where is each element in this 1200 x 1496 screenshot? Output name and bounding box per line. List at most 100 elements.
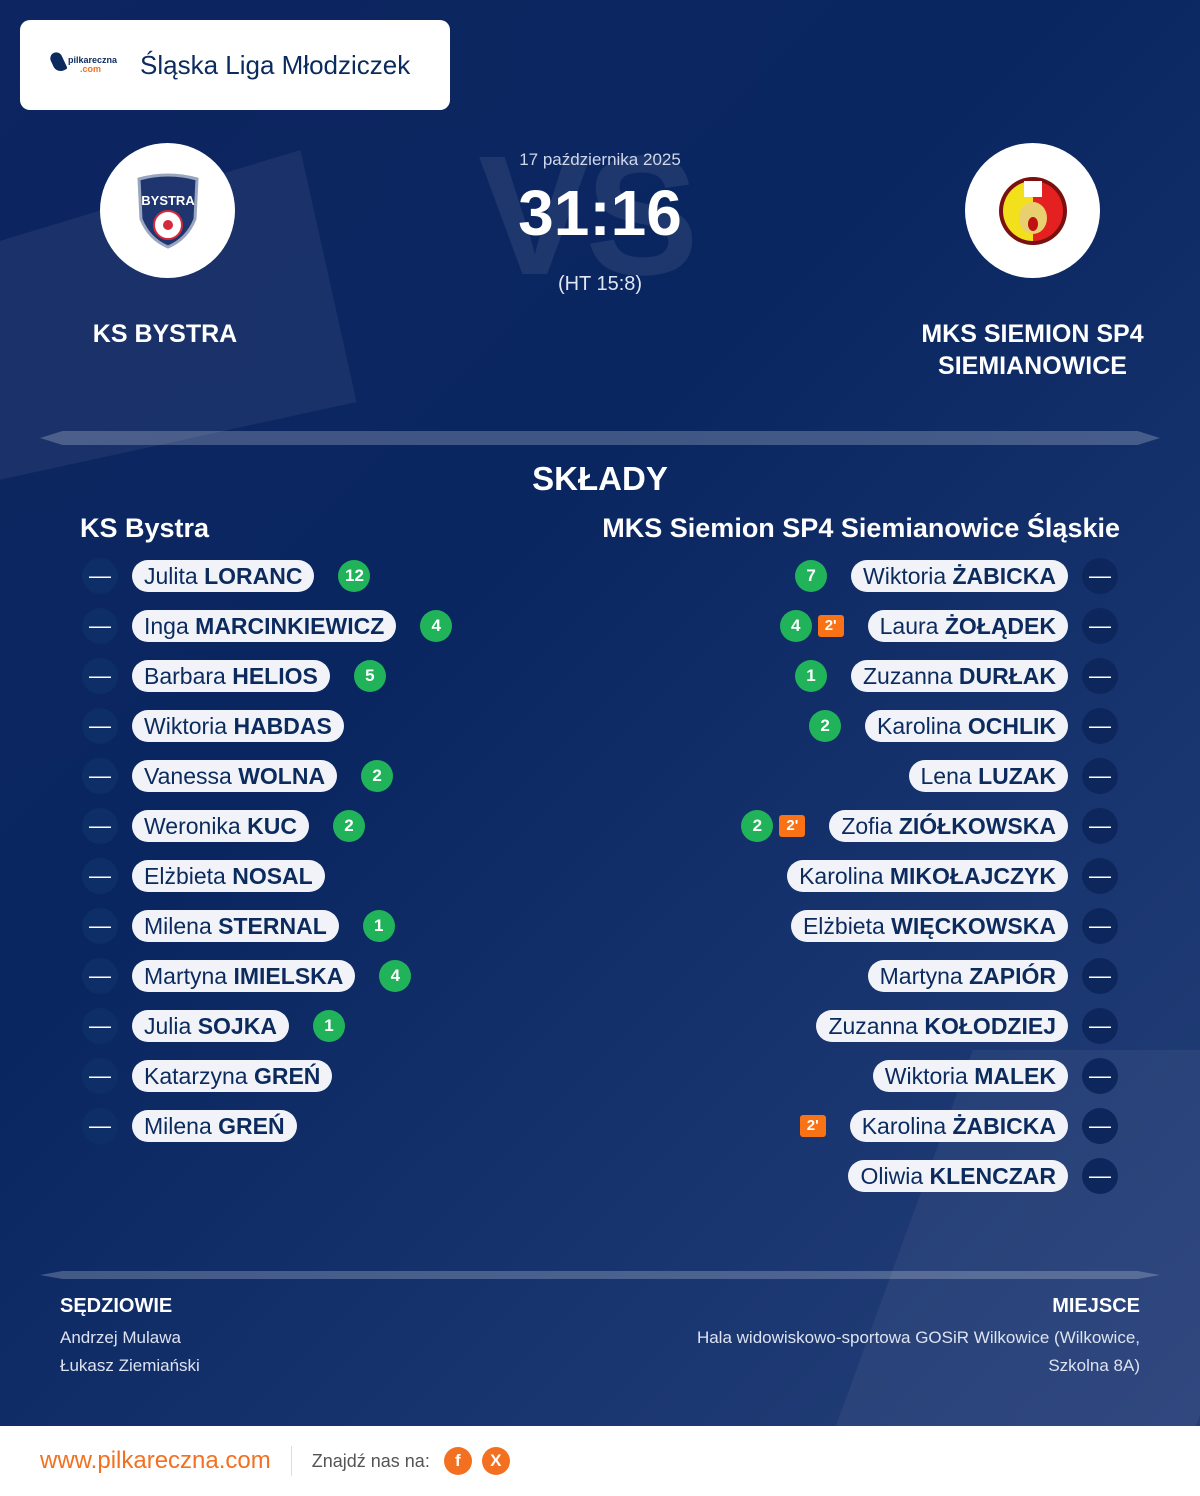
player-last-name: LORANC xyxy=(204,563,303,589)
player-last-name: ŻABICKA xyxy=(952,1113,1057,1139)
penalty-badge: 2' xyxy=(799,1115,826,1137)
player-last-name: KLENCZAR xyxy=(929,1163,1057,1189)
player-name: Julia SOJKA xyxy=(132,1010,289,1042)
goals-badge: 2 xyxy=(332,810,365,842)
player-last-name: ŻABICKA xyxy=(952,563,1057,589)
player-row: — Milena STERNAL 1 xyxy=(82,908,395,944)
position-placeholder: — xyxy=(82,758,118,794)
player-row: 2 2' Zofia ZIÓŁKOWSKA — xyxy=(741,808,1118,844)
bystra-shield-icon: BYSTRA xyxy=(136,173,199,249)
league-title: Śląska Liga Młodziczek xyxy=(140,49,411,80)
player-stats: 4 xyxy=(355,960,412,992)
player-first-name: Karolina xyxy=(861,1113,947,1139)
player-row: — Julia SOJKA 1 xyxy=(82,1008,345,1044)
home-crest: BYSTRA xyxy=(100,143,235,278)
player-row: — Julita LORANC 12 xyxy=(82,558,371,594)
player-stats: 1 xyxy=(339,910,395,942)
player-last-name: HELIOS xyxy=(232,663,318,689)
player-row: — Inga MARCINKIEWICZ 4 xyxy=(82,608,453,644)
referees-title: SĘDZIOWIE xyxy=(60,1295,173,1317)
divider xyxy=(40,1271,1160,1279)
separator xyxy=(290,1446,292,1476)
player-row: 7 Wiktoria ŻABICKA — xyxy=(795,558,1118,594)
player-name: Wiktoria HABDAS xyxy=(132,710,344,742)
home-lineup-title: KS Bystra xyxy=(80,513,210,543)
league-header: pilkareczna .com Śląska Liga Młodziczek xyxy=(20,20,450,110)
player-last-name: KOŁODZIEJ xyxy=(924,1013,1056,1039)
player-row: — Vanessa WOLNA 2 xyxy=(82,758,394,794)
goals-badge: 2 xyxy=(809,710,842,742)
player-name: Laura ŻOŁĄDEK xyxy=(867,610,1068,642)
player-last-name: SOJKA xyxy=(197,1013,277,1039)
player-first-name: Julia xyxy=(144,1013,192,1039)
player-first-name: Vanessa xyxy=(144,763,232,789)
player-last-name: MALEK xyxy=(974,1063,1056,1089)
footer: www.pilkareczna.com Znajdź nas na: f X xyxy=(0,1426,1200,1496)
player-row: — Wiktoria HABDAS xyxy=(82,708,344,744)
position-placeholder: — xyxy=(82,958,118,994)
player-last-name: DURŁAK xyxy=(958,663,1056,689)
position-placeholder: — xyxy=(1082,958,1118,994)
player-last-name: LUZAK xyxy=(978,763,1056,789)
player-first-name: Laura xyxy=(879,613,939,639)
position-placeholder: — xyxy=(1082,808,1118,844)
player-name: Lena LUZAK xyxy=(908,760,1068,792)
player-name: Elżbieta WIĘCKOWSKA xyxy=(790,910,1068,942)
match-card: pilkareczna .com Śląska Liga Młodziczek B… xyxy=(0,0,1200,1426)
player-stats: 4 2' xyxy=(779,610,844,642)
venue-title: MIEJSCE xyxy=(1052,1295,1140,1317)
final-score: 31:16 xyxy=(518,177,682,249)
position-placeholder: — xyxy=(1082,658,1118,694)
referees-list: Andrzej Mulawa Łukasz Ziemiański xyxy=(60,1328,200,1375)
position-placeholder: — xyxy=(1082,708,1118,744)
player-row: Oliwia KLENCZAR — xyxy=(824,1158,1118,1194)
x-icon[interactable]: X xyxy=(481,1447,510,1475)
position-placeholder: — xyxy=(82,1108,118,1144)
player-row: Elżbieta WIĘCKOWSKA — xyxy=(767,908,1118,944)
home-team-name: KS BYSTRA xyxy=(92,320,238,348)
position-placeholder: — xyxy=(1082,858,1118,894)
position-placeholder: — xyxy=(1082,908,1118,944)
position-placeholder: — xyxy=(82,858,118,894)
player-first-name: Wiktoria xyxy=(884,1063,968,1089)
goals-badge: 1 xyxy=(794,660,827,692)
player-first-name: Martyna xyxy=(144,963,228,989)
player-name: Katarzyna GREŃ xyxy=(132,1060,333,1092)
player-first-name: Inga xyxy=(144,613,189,639)
player-first-name: Zuzanna xyxy=(828,1013,918,1039)
position-placeholder: — xyxy=(82,658,118,694)
penalty-badge: 2' xyxy=(817,615,844,637)
website-link[interactable]: www.pilkareczna.com xyxy=(40,1447,271,1474)
position-placeholder: — xyxy=(82,908,118,944)
player-name: Inga MARCINKIEWICZ xyxy=(132,610,397,642)
away-lineup-title: MKS Siemion SP4 Siemianowice Śląskie xyxy=(602,513,1120,543)
player-last-name: ŻOŁĄDEK xyxy=(944,613,1056,639)
player-name: Karolina MIKOŁAJCZYK xyxy=(787,860,1068,892)
player-stats: 2' xyxy=(799,1115,826,1137)
player-name: Zofia ZIÓŁKOWSKA xyxy=(829,810,1068,842)
player-stats: 2 xyxy=(809,710,842,742)
position-placeholder: — xyxy=(82,708,118,744)
position-placeholder: — xyxy=(82,608,118,644)
position-placeholder: — xyxy=(82,1008,118,1044)
player-row: 2' Karolina ŻABICKA — xyxy=(799,1108,1118,1144)
player-last-name: GREŃ xyxy=(253,1063,321,1089)
player-name: Wiktoria ŻABICKA xyxy=(851,560,1068,592)
player-name: Zuzanna KOŁODZIEJ xyxy=(816,1010,1068,1042)
away-team-name: MKS SIEMION SP4 SIEMIANOWICE xyxy=(921,320,1144,380)
player-stats: 1 xyxy=(289,1010,345,1042)
goals-badge: 2 xyxy=(361,760,394,792)
player-first-name: Elżbieta xyxy=(144,863,226,889)
player-last-name: MIKOŁAJCZYK xyxy=(889,863,1056,889)
player-last-name: STERNAL xyxy=(218,913,327,939)
player-name: Oliwia KLENCZAR xyxy=(848,1160,1068,1192)
player-name: Weronika KUC xyxy=(132,810,309,842)
penalty-badge: 2' xyxy=(779,815,806,837)
goals-badge: 4 xyxy=(379,960,412,992)
position-placeholder: — xyxy=(1082,1058,1118,1094)
player-row: — Katarzyna GREŃ xyxy=(82,1058,333,1094)
pilkareczna-logo: pilkareczna .com xyxy=(50,56,120,74)
facebook-icon[interactable]: f xyxy=(443,1447,472,1475)
player-last-name: WIĘCKOWSKA xyxy=(891,913,1056,939)
player-first-name: Wiktoria xyxy=(863,563,947,589)
